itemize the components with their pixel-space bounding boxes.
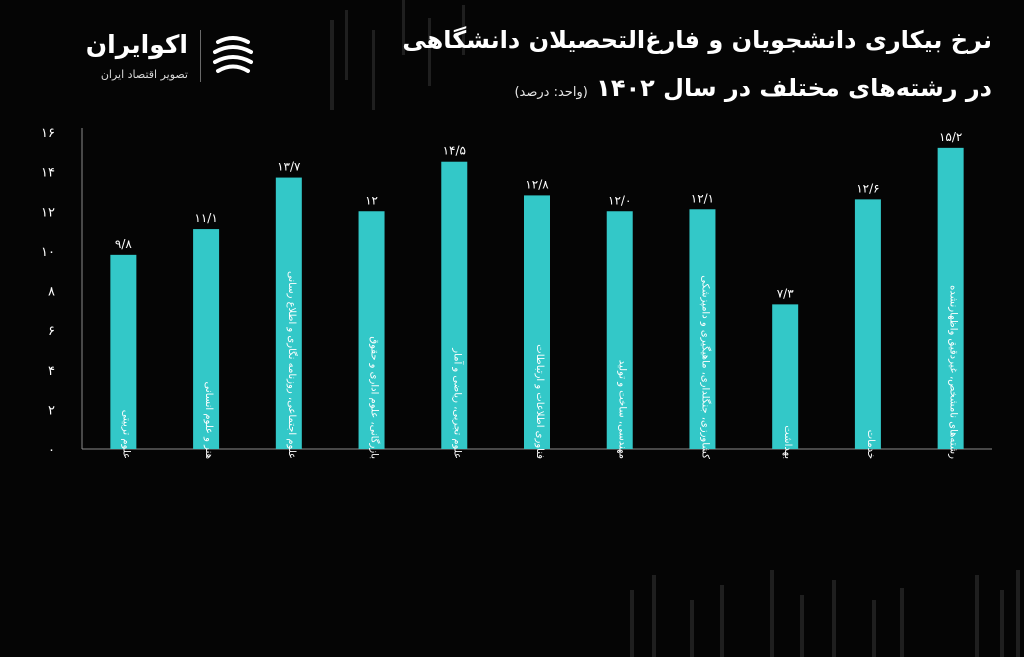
y-tick-label: ۲ [48, 403, 55, 418]
x-tick-label: بازرگانی، علوم اداری و حقوق [369, 336, 381, 459]
x-tick-label: بهداشت [782, 425, 793, 459]
bar-value-label: ۱۲/۶ [856, 181, 879, 195]
x-tick-label: مهندسی، ساخت و تولید [617, 360, 628, 459]
title-line-2: در رشته‌های مختلف در سال ۱۴۰۲ (واحد: درص… [432, 68, 992, 113]
brand-logo: اکوایران تصویر اقتصاد ایران [38, 28, 258, 88]
y-tick-label: ۱۰ [41, 245, 55, 260]
y-tick-label: ۱۲ [41, 205, 55, 220]
bar [937, 147, 964, 449]
y-tick-label: ۰ [48, 443, 55, 458]
bar-value-label: ۹/۸ [115, 237, 132, 251]
bar [275, 177, 302, 449]
x-tick-label: خدمات [865, 430, 876, 459]
bar [854, 199, 881, 449]
bar [110, 254, 137, 449]
x-tick-label: علوم تربیتی [120, 410, 131, 459]
bar [193, 229, 220, 449]
bar-value-label: ۷/۳ [777, 286, 794, 300]
title-line-2-text: در رشته‌های مختلف در سال ۱۴۰۲ [596, 74, 992, 102]
bar-value-label: ۱۱/۱ [194, 211, 217, 225]
bar [358, 211, 385, 449]
bar [689, 209, 716, 449]
bar-value-label: ۱۲/۸ [525, 177, 549, 191]
bar [441, 161, 468, 449]
y-tick-label: ۱۴ [41, 166, 55, 181]
bar [524, 195, 550, 449]
title-line-1: نرخ بیکاری دانشجویان و فارغ‌التحصیلان دا… [402, 26, 992, 54]
bar-value-label: ۱۵/۲ [939, 130, 962, 144]
bar-value-label: ۱۳/۷ [277, 160, 301, 174]
bar-value-label: ۱۲/۰ [608, 193, 631, 207]
bar-value-label: ۱۲/۱ [691, 191, 714, 205]
chart-title: نرخ بیکاری دانشجویان و فارغ‌التحصیلان دا… [402, 20, 992, 113]
brand-tagline: تصویر اقتصاد ایران [100, 68, 188, 81]
bar-value-label: ۱۲ [365, 193, 378, 207]
brand-name: اکوایران [85, 30, 188, 59]
bar-value-label: ۱۴/۵ [443, 144, 466, 158]
x-tick-label: هنر و علوم انسانی [203, 382, 214, 459]
x-tick-label: کشاورزی، جنگلداری، ماهیگیری و دامپزشکی [699, 275, 711, 459]
x-tick-label: علوم تجربی، ریاضی و آمار [451, 347, 464, 459]
y-tick-label: ۸ [48, 285, 55, 300]
x-tick-label: فناوری اطلاعات و ارتباطات [534, 344, 545, 459]
y-tick-label: ۴ [48, 364, 55, 379]
logo-divider [200, 30, 201, 82]
y-tick-label: ۱۶ [41, 126, 55, 141]
x-tick-label: علوم اجتماعی، روزنامه نگاری و اطلاع رسان… [286, 271, 298, 459]
y-tick-label: ۶ [48, 324, 55, 339]
bar [772, 304, 799, 449]
unit-label: (واحد: درصد) [514, 85, 588, 100]
bar [606, 211, 633, 449]
ekoiran-logo-icon [213, 36, 253, 73]
x-tick-label: رشته‌های نامشخص، غیردقیق واظهارنشده [948, 285, 959, 459]
